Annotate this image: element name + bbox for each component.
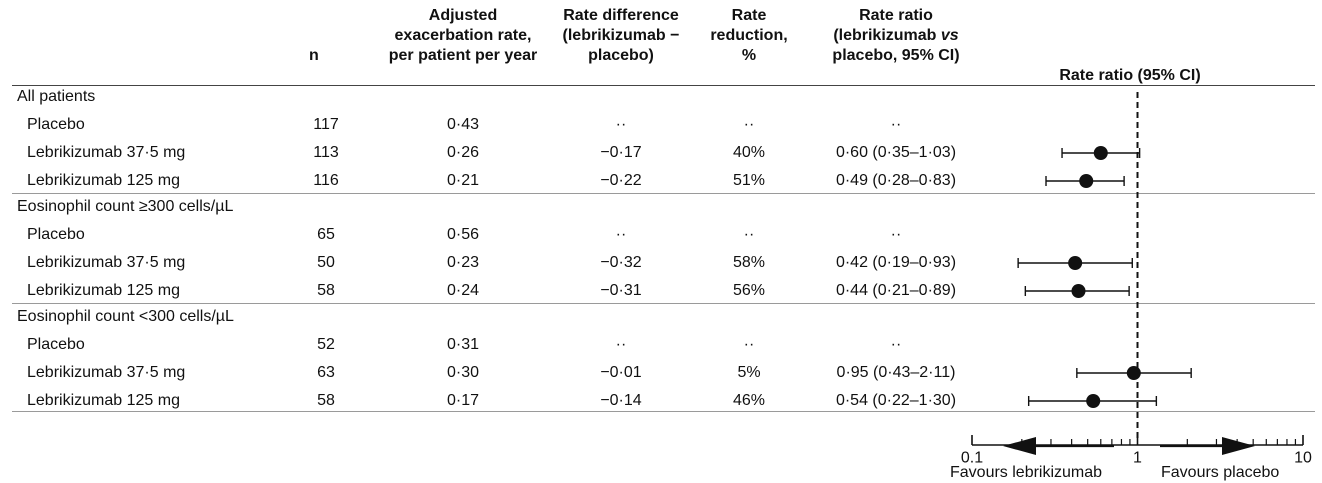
cell-rate-reduction: ·· bbox=[743, 336, 755, 353]
cell-rate-reduction: 5% bbox=[737, 364, 761, 381]
cell-rate-difference: −0·22 bbox=[600, 172, 642, 189]
header-adjusted-rate: Adjusted exacerbation rate, per patient … bbox=[388, 7, 538, 64]
cell-rate-ratio: ·· bbox=[890, 116, 902, 133]
header-rate-difference: Rate difference (lebrikizumab − placebo) bbox=[562, 7, 680, 64]
header-rate-ratio-line2: (lebrikizumab vs bbox=[833, 27, 959, 44]
point-estimate bbox=[1093, 146, 1108, 160]
row-label: Lebrikizumab 125 mg bbox=[27, 172, 180, 189]
cell-rate-ratio: 0·42 (0·19–0·93) bbox=[835, 254, 957, 271]
row-label: Placebo bbox=[27, 336, 85, 353]
favours-lebrikizumab-label: Favours lebrikizumab bbox=[950, 464, 1103, 481]
cell-rate-difference: −0·31 bbox=[600, 282, 642, 299]
cell-rate-ratio: 0·49 (0·28–0·83) bbox=[835, 172, 957, 189]
cell-rate: 0·17 bbox=[446, 392, 480, 409]
point-estimate bbox=[1068, 256, 1083, 270]
arrow-left-head bbox=[1003, 437, 1036, 455]
cell-rate-ratio: ·· bbox=[890, 336, 902, 353]
header-plot: Rate ratio (95% CI) bbox=[1059, 67, 1201, 84]
cell-rate-difference: ·· bbox=[615, 336, 627, 353]
cell-rate-reduction: ·· bbox=[743, 226, 755, 243]
cell-rate-difference: −0·17 bbox=[600, 144, 642, 161]
row-label: Lebrikizumab 125 mg bbox=[27, 392, 180, 409]
cell-n: 65 bbox=[317, 226, 335, 243]
cell-rate: 0·31 bbox=[446, 336, 480, 353]
row-label: Lebrikizumab 37·5 mg bbox=[27, 254, 186, 271]
group-divider-2 bbox=[12, 303, 1315, 304]
cell-rate-ratio: 0·60 (0·35–1·03) bbox=[835, 144, 957, 161]
cell-n: 52 bbox=[317, 336, 335, 353]
tick-label: 1 bbox=[1133, 449, 1142, 466]
cell-rate-difference: ·· bbox=[615, 226, 627, 243]
point-estimate bbox=[1071, 284, 1086, 298]
cell-n: 117 bbox=[313, 116, 339, 133]
point-estimate bbox=[1086, 394, 1101, 408]
header-rate-ratio: Rate ratio (lebrikizumab vs placebo, 95%… bbox=[805, 6, 987, 66]
cell-rate-difference: −0·32 bbox=[600, 254, 642, 271]
cell-rate: 0·43 bbox=[446, 116, 480, 133]
header-n: n bbox=[309, 47, 319, 64]
cell-rate-ratio: 0·95 (0·43–2·11) bbox=[836, 364, 956, 381]
tick-label: 0.1 bbox=[961, 449, 983, 466]
cell-rate: 0·21 bbox=[446, 172, 480, 189]
row-label: Lebrikizumab 125 mg bbox=[27, 282, 180, 299]
cell-rate-ratio: 0·54 (0·22–1·30) bbox=[835, 392, 957, 409]
cell-rate-reduction: 51% bbox=[732, 172, 766, 189]
cell-rate: 0·30 bbox=[446, 364, 480, 381]
cell-rate: 0·26 bbox=[446, 144, 480, 161]
cell-rate-ratio: ·· bbox=[890, 226, 902, 243]
cell-rate-reduction: ·· bbox=[743, 116, 755, 133]
arrow-right-head bbox=[1222, 437, 1255, 455]
header-rule bbox=[12, 85, 1315, 86]
group-label: Eosinophil count <300 cells/µL bbox=[17, 308, 234, 325]
cell-rate: 0·24 bbox=[446, 282, 480, 299]
cell-n: 58 bbox=[317, 392, 335, 409]
cell-rate-difference: ·· bbox=[615, 116, 627, 133]
tick-label: 10 bbox=[1294, 449, 1312, 466]
cell-rate-difference: −0·14 bbox=[600, 392, 642, 409]
group-divider-1 bbox=[12, 193, 1315, 194]
cell-rate-reduction: 58% bbox=[732, 254, 766, 271]
cell-rate: 0·23 bbox=[446, 254, 480, 271]
cell-n: 63 bbox=[317, 364, 335, 381]
group-label: Eosinophil count ≥300 cells/µL bbox=[17, 198, 234, 215]
cell-rate: 0·56 bbox=[446, 226, 480, 243]
bottom-rule bbox=[12, 411, 1315, 412]
cell-rate-ratio: 0·44 (0·21–0·89) bbox=[835, 282, 957, 299]
row-label: Lebrikizumab 37·5 mg bbox=[27, 144, 186, 161]
row-label: Placebo bbox=[27, 116, 85, 133]
header-rate-reduction: Rate reduction, % bbox=[710, 7, 788, 64]
cell-n: 116 bbox=[313, 172, 339, 189]
cell-rate-difference: −0·01 bbox=[600, 364, 642, 381]
cell-n: 50 bbox=[317, 254, 335, 271]
cell-n: 58 bbox=[317, 282, 335, 299]
cell-rate-reduction: 56% bbox=[732, 282, 766, 299]
cell-rate-reduction: 46% bbox=[732, 392, 766, 409]
row-label: Lebrikizumab 37·5 mg bbox=[27, 364, 186, 381]
point-estimate bbox=[1126, 366, 1141, 380]
point-estimate bbox=[1079, 174, 1094, 188]
favours-placebo-label: Favours placebo bbox=[1161, 464, 1280, 481]
row-label: Placebo bbox=[27, 226, 85, 243]
group-label: All patients bbox=[17, 88, 96, 105]
cell-n: 113 bbox=[313, 144, 339, 161]
cell-rate-reduction: 40% bbox=[732, 144, 766, 161]
